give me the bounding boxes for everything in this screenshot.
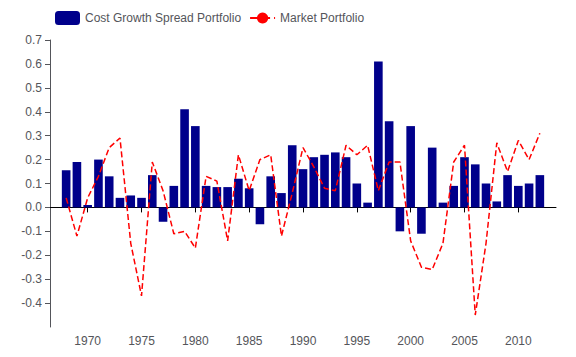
svg-text:0.6: 0.6 [25, 57, 42, 71]
svg-text:0.5: 0.5 [25, 81, 42, 95]
svg-text:2010: 2010 [505, 334, 532, 348]
svg-text:Cost Growth Spread Portfolio: Cost Growth Spread Portfolio [85, 11, 241, 25]
svg-text:Market Portfolio: Market Portfolio [280, 11, 364, 25]
svg-text:1995: 1995 [343, 334, 370, 348]
svg-text:0.7: 0.7 [25, 33, 42, 47]
svg-text:1980: 1980 [182, 334, 209, 348]
svg-text:-0.1: -0.1 [21, 224, 42, 238]
svg-text:0.0: 0.0 [25, 200, 42, 214]
svg-text:1985: 1985 [236, 334, 263, 348]
svg-text:0.3: 0.3 [25, 129, 42, 143]
svg-text:-0.3: -0.3 [21, 272, 42, 286]
svg-text:0.1: 0.1 [25, 177, 42, 191]
svg-text:-0.2: -0.2 [21, 248, 42, 262]
svg-text:1990: 1990 [290, 334, 317, 348]
svg-text:1970: 1970 [74, 334, 101, 348]
svg-text:-0.4: -0.4 [21, 296, 42, 310]
svg-text:0.2: 0.2 [25, 153, 42, 167]
svg-text:0.4: 0.4 [25, 105, 42, 119]
svg-text:2005: 2005 [451, 334, 478, 348]
svg-text:1975: 1975 [128, 334, 155, 348]
svg-text:2000: 2000 [397, 334, 424, 348]
